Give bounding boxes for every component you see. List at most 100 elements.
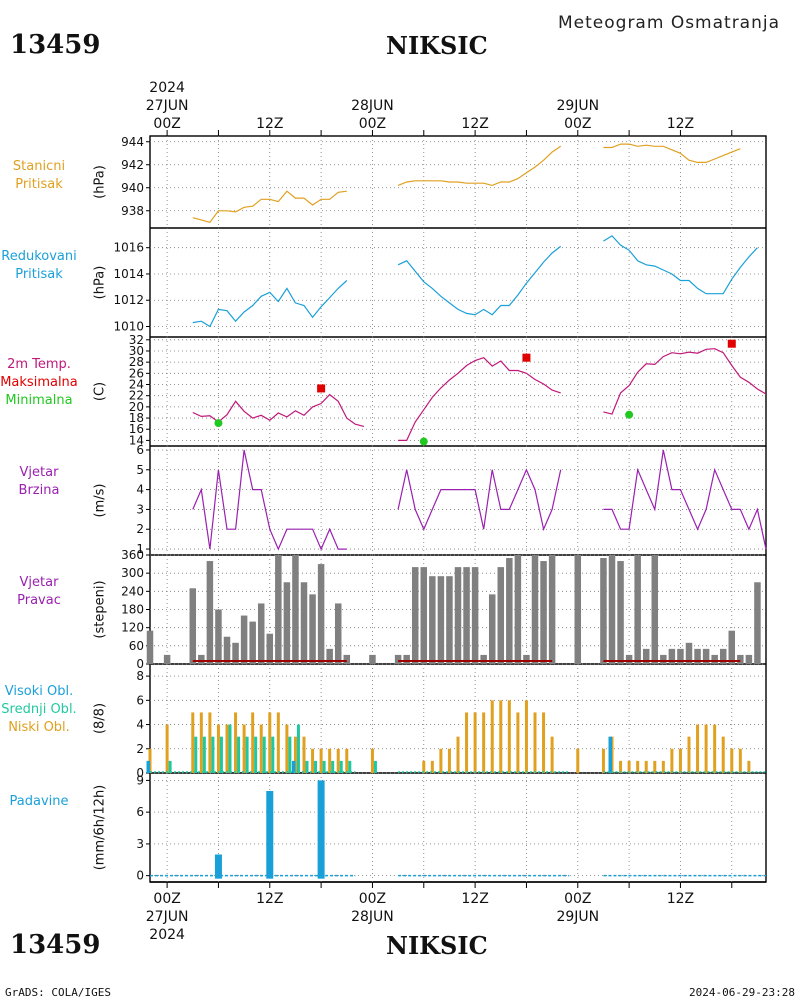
wdir-bar <box>625 654 633 664</box>
low-cloud-bar <box>199 712 203 773</box>
y-tick-label: 1012 <box>113 293 144 307</box>
mid-cloud-bar <box>228 724 232 773</box>
mslp-series-line <box>192 280 348 328</box>
y-tick-label: 944 <box>121 135 144 149</box>
wdir-bar <box>369 654 376 664</box>
y-tick-label: 60 <box>129 639 144 653</box>
hour-label-top: 12Z <box>256 116 283 132</box>
low-cloud-bar <box>465 712 469 773</box>
low-cloud-bar <box>370 748 374 773</box>
y-tick-label: 5 <box>136 463 144 477</box>
day-label-top: 29JUN <box>556 98 599 114</box>
low-cloud-bar <box>422 760 426 773</box>
wdir-bar <box>429 576 436 664</box>
wdir-bar <box>146 630 154 664</box>
wdir-bar <box>437 576 445 664</box>
low-cloud-bar <box>490 700 494 773</box>
low-cloud-bar <box>627 760 631 773</box>
panel-label-pressure-line: Pritisak <box>15 177 63 192</box>
mid-cloud-bar <box>288 736 292 773</box>
y-tick-label: 24 <box>129 378 144 392</box>
low-cloud-bar <box>456 736 460 773</box>
low-cloud-bar <box>285 724 289 773</box>
mid-cloud-bar <box>237 736 241 773</box>
y-tick-label: 360 <box>121 548 144 562</box>
y-tick-label: 2 <box>136 742 144 756</box>
wdir-bar <box>463 567 470 664</box>
panel-label-wdir-line: Pravac <box>17 593 61 608</box>
wdir-bar <box>668 648 676 664</box>
low-cloud-bar <box>507 700 511 773</box>
wdir-bar <box>702 648 710 664</box>
y-tick-label: 18 <box>129 411 144 425</box>
mid-cloud-bar <box>271 736 275 773</box>
panel-label-pressure-line: Stanicni <box>12 159 66 174</box>
wdir-bar <box>711 654 718 664</box>
wdir-bar <box>249 621 256 664</box>
wdir-bar <box>600 558 607 664</box>
wdir-bar <box>694 648 701 664</box>
wdir-bar <box>309 594 316 664</box>
low-cloud-bar <box>687 736 691 773</box>
wdir-bar <box>471 567 479 664</box>
mid-cloud-bar <box>348 760 352 773</box>
high-cloud-bar <box>291 760 296 773</box>
low-cloud-bar <box>644 760 648 773</box>
low-cloud-bar <box>328 748 332 773</box>
low-cloud-bar <box>747 760 751 773</box>
hour-label-top: 00Z <box>359 116 386 132</box>
y-tick-label: 1010 <box>113 319 144 333</box>
panel-label-pressure: Stanicni Pritisak <box>0 158 81 194</box>
wdir-bar <box>411 567 419 664</box>
low-cloud-bar <box>319 748 323 773</box>
low-cloud-bar <box>251 712 255 773</box>
hour-label-bottom: 00Z <box>564 891 591 907</box>
wdir-bar <box>719 648 727 664</box>
panel-label-cloud-line: Niski Obl. <box>8 720 70 735</box>
low-cloud-bar <box>242 724 246 773</box>
low-cloud-bar <box>499 700 503 773</box>
year-label-top: 2024 <box>149 80 185 96</box>
low-cloud-bar <box>721 736 725 773</box>
low-cloud-bar <box>704 724 708 773</box>
footer-credit: GrADS: COLA/IGES <box>5 986 111 999</box>
y-tick-label: 6 <box>136 805 144 819</box>
panel-label-precip: Padavine <box>0 793 81 811</box>
wdir-bar <box>634 555 641 664</box>
wdir-bar <box>394 654 402 664</box>
low-cloud-bar <box>268 712 272 773</box>
low-cloud-bar <box>259 724 263 773</box>
mid-cloud-bar <box>168 760 172 773</box>
mslp-series-line <box>397 245 562 316</box>
tmax-marker <box>317 384 326 393</box>
wdir-bar <box>223 636 231 664</box>
mid-cloud-bar <box>262 736 266 773</box>
y-axis-label: (stepeni) <box>93 580 108 638</box>
low-cloud-bar <box>336 748 340 773</box>
low-cloud-bar <box>670 748 674 773</box>
low-cloud-bar <box>636 760 640 773</box>
low-cloud-bar <box>234 712 238 773</box>
hour-label-top: 12Z <box>461 116 488 132</box>
panel-label-cloud: Visoki Obl. Srednji Obl. Niski Obl. <box>0 683 81 737</box>
panel-label-temp: 2m Temp. Maksimalna Minimalna <box>0 356 81 410</box>
city-title-bottom: NIKSIC <box>386 931 488 960</box>
hour-label-bottom: 00Z <box>359 891 386 907</box>
station-id-bottom: 13459 <box>10 930 101 960</box>
y-tick-label: 942 <box>121 158 144 172</box>
meteogram-subtitle: Meteogram Osmatranja <box>558 13 781 33</box>
y-tick-label: 20 <box>129 400 144 414</box>
wdir-bar <box>506 558 513 664</box>
wdir-bar <box>660 654 667 664</box>
tmax-marker <box>522 353 531 362</box>
low-cloud-bar <box>311 748 315 773</box>
y-tick-label: 0 <box>136 657 144 671</box>
y-axis-label: (hPa) <box>93 266 108 300</box>
panel-label-wspd-line: Vjetar <box>19 465 59 480</box>
hour-label-bottom: 12Z <box>256 891 283 907</box>
low-cloud-bar <box>678 748 682 773</box>
low-cloud-bar <box>473 712 477 773</box>
y-tick-label: 120 <box>121 621 144 635</box>
wdir-bar <box>206 561 214 664</box>
